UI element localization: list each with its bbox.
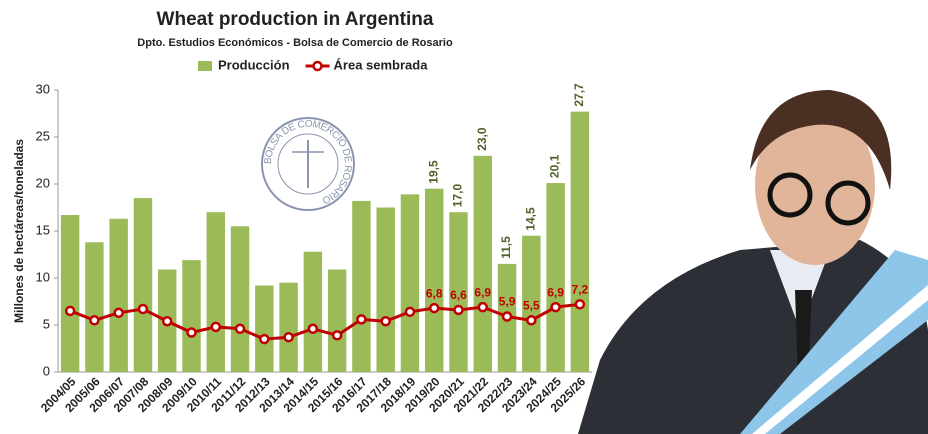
line-value-label: 6,6 [450, 288, 467, 302]
line-marker [380, 315, 391, 327]
line-marker [453, 304, 464, 316]
line-marker [477, 301, 489, 313]
bar [279, 282, 298, 372]
line-marker [161, 315, 173, 327]
y-axis-label: Millones de hectáreas/toneladas [12, 139, 26, 323]
y-tick-label: 15 [36, 222, 50, 237]
photo-hair [750, 90, 892, 190]
line-marker [89, 315, 100, 326]
line-marker [501, 311, 513, 322]
bar [255, 285, 274, 372]
y-tick-label: 5 [43, 316, 50, 331]
legend-swatch [198, 61, 212, 71]
bar [352, 200, 371, 372]
line-marker [137, 303, 149, 315]
line-value-label: 7,2 [572, 282, 589, 296]
bar [522, 235, 541, 372]
seal-inner [277, 133, 339, 195]
bar-value-label: 27,7 [572, 83, 586, 107]
bar [109, 218, 128, 372]
bar [182, 260, 201, 372]
line-marker [356, 314, 367, 325]
photo-glasses-left [767, 172, 813, 218]
bar-value-label: 11,5 [499, 236, 513, 259]
line-marker [428, 302, 440, 314]
line-marker [574, 299, 586, 310]
photo-sash [740, 250, 928, 434]
line-marker [64, 305, 76, 317]
bar [473, 155, 492, 372]
legend-marker [312, 60, 323, 72]
bar-value-label: 23,0 [475, 127, 489, 151]
bar [546, 183, 565, 372]
bar [133, 198, 153, 372]
bar [449, 212, 468, 372]
chart-title: Wheat production in Argentina [157, 9, 434, 30]
bar-value-label: 17,0 [451, 184, 465, 208]
chart-subtitle: Dpto. Estudios Económicos - Bolsa de Com… [137, 37, 453, 49]
bar [303, 251, 323, 372]
line-value-label: 6,8 [426, 286, 443, 300]
line-marker [186, 327, 197, 338]
y-tick-label: 30 [36, 81, 50, 96]
line-marker [550, 301, 561, 313]
bar-value-label: 19,5 [426, 160, 440, 184]
y-tick-label: 10 [36, 269, 50, 284]
bar [85, 242, 104, 372]
photo-sash-stripe [752, 285, 928, 434]
bar-value-label: 14,5 [523, 207, 537, 231]
bar [327, 269, 347, 372]
bar [206, 212, 225, 372]
seal-ring [261, 117, 355, 211]
bar-value-label: 20,1 [548, 154, 562, 178]
bar [425, 188, 444, 372]
bar [230, 226, 250, 372]
line-marker [331, 330, 343, 341]
line-marker [404, 306, 416, 318]
line-marker [526, 315, 537, 326]
bar [570, 111, 590, 373]
line-marker [307, 323, 319, 335]
photo [578, 90, 928, 434]
line-value-label: 5,9 [499, 295, 516, 309]
y-tick-label: 25 [36, 128, 50, 143]
y-tick-label: 0 [43, 363, 50, 378]
bar [400, 194, 420, 372]
line-value-label: 5,5 [523, 298, 540, 312]
legend-label: Producción [218, 57, 290, 72]
line-marker [113, 307, 124, 319]
y-tick-label: 20 [36, 175, 50, 190]
line [69, 302, 581, 341]
line-marker [259, 333, 270, 345]
bar [60, 215, 80, 372]
line-marker [234, 323, 246, 335]
line-marker [283, 331, 294, 343]
photo-glasses-right [825, 180, 871, 226]
bar [376, 207, 395, 372]
line-value-label: 6,9 [547, 285, 564, 299]
line-value-label: 6,9 [474, 285, 491, 299]
legend-label: Área sembrada [334, 57, 429, 72]
seal: BOLSA DE COMERCIO DE ROSARIO [261, 117, 355, 211]
line-marker [210, 321, 222, 333]
